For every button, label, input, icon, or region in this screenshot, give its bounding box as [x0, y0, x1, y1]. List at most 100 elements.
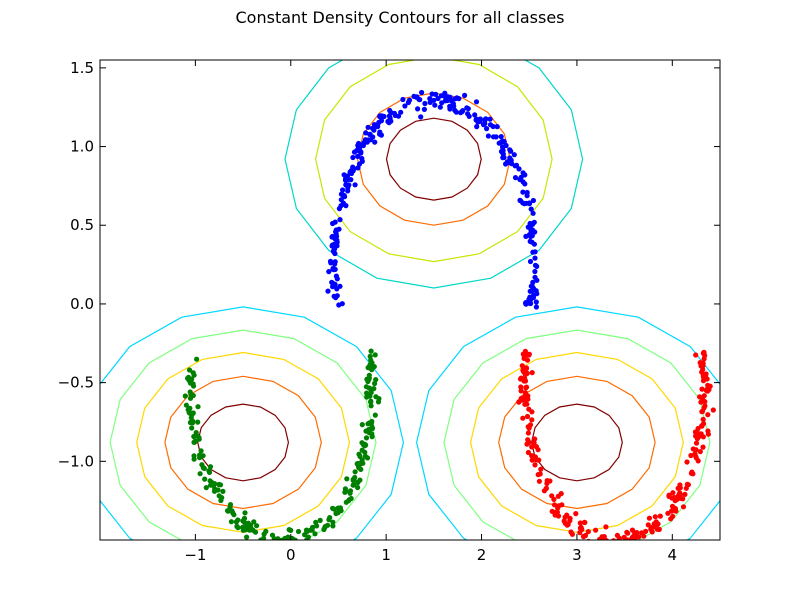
contour-line-2-4: [415, 306, 720, 540]
data-point-series-1: [359, 440, 365, 446]
data-point-series-1: [200, 453, 206, 459]
data-point-series-2: [646, 515, 653, 521]
data-point-series-0: [325, 288, 331, 294]
data-point-series-0: [343, 177, 349, 183]
data-point-series-0: [388, 118, 394, 124]
data-point-series-0: [527, 220, 533, 227]
data-point-series-2: [579, 526, 585, 533]
data-point-series-0: [326, 269, 332, 275]
data-point-series-1: [369, 418, 375, 425]
data-point-series-0: [528, 206, 534, 212]
contour-line-1-2: [136, 351, 351, 533]
data-point-series-0: [334, 239, 340, 245]
data-point-series-2: [554, 509, 561, 515]
data-point-series-1: [275, 536, 281, 540]
contour-line-2-0: [530, 403, 623, 482]
data-point-series-0: [516, 166, 522, 172]
data-point-series-2: [698, 431, 704, 437]
data-point-series-1: [268, 542, 273, 547]
data-point-series-0: [529, 239, 535, 245]
data-point-series-1: [304, 537, 310, 540]
data-point-series-0: [352, 182, 358, 188]
data-point-series-1: [285, 534, 291, 540]
data-point-series-2: [688, 452, 694, 459]
data-point-series-2: [599, 537, 605, 540]
data-point-series-1: [248, 522, 254, 529]
data-point-series-2: [684, 481, 691, 487]
chart-title: Constant Density Contours for all classe…: [235, 8, 565, 27]
data-point-series-1: [304, 529, 310, 535]
data-point-series-2: [603, 524, 609, 530]
data-point-series-2: [599, 539, 601, 540]
data-point-series-0: [365, 124, 371, 130]
data-point-series-0: [503, 142, 509, 149]
data-point-series-1: [373, 377, 379, 383]
data-point-series-2: [559, 502, 565, 508]
data-point-series-1: [366, 372, 372, 378]
data-point-series-1: [185, 375, 191, 381]
data-point-series-1: [359, 422, 365, 428]
data-point-series-2: [611, 538, 617, 540]
data-point-series-2: [523, 370, 529, 376]
data-point-series-1: [228, 519, 234, 525]
data-point-series-2: [688, 470, 695, 476]
data-point-series-2: [533, 444, 540, 450]
data-point-series-0: [482, 116, 489, 122]
data-point-series-0: [437, 104, 443, 110]
data-point-series-1: [331, 506, 337, 512]
data-point-series-1: [368, 357, 374, 363]
data-point-series-0: [482, 121, 488, 127]
data-point-series-0: [380, 113, 386, 119]
data-point-series-0: [350, 154, 356, 161]
data-point-series-1: [327, 515, 333, 521]
data-point-series-2: [522, 390, 529, 396]
data-point-series-1: [347, 490, 353, 496]
data-point-series-1: [200, 465, 206, 471]
data-point-series-1: [269, 545, 274, 550]
data-point-series-0: [330, 280, 336, 286]
data-point-series-2: [564, 512, 570, 518]
data-point-series-2: [680, 496, 686, 502]
data-point-series-2: [537, 471, 543, 477]
data-point-series-0: [512, 163, 518, 169]
data-point-series-2: [536, 478, 543, 484]
data-point-series-0: [512, 175, 519, 181]
data-point-series-2: [705, 382, 711, 388]
data-point-series-2: [532, 462, 538, 468]
data-point-series-0: [432, 102, 438, 108]
y-tick-label: 0.0: [70, 295, 94, 313]
data-point-series-2: [701, 356, 707, 362]
data-point-series-0: [484, 126, 490, 132]
data-point-series-0: [431, 97, 437, 103]
data-point-series-1: [234, 523, 240, 530]
data-point-series-0: [350, 164, 356, 170]
data-point-series-2: [677, 482, 683, 488]
data-point-series-0: [450, 101, 456, 107]
data-point-series-2: [577, 520, 583, 526]
data-point-series-2: [518, 388, 524, 394]
data-point-series-1: [366, 385, 372, 391]
data-point-series-1: [242, 510, 248, 516]
data-point-series-0: [438, 93, 444, 99]
data-point-series-0: [363, 130, 369, 136]
data-point-series-1: [359, 447, 365, 453]
y-tick-label: −0.5: [58, 374, 94, 392]
data-point-series-0: [465, 106, 471, 112]
data-point-series-0: [361, 140, 367, 146]
contour-line-0-2: [314, 60, 553, 263]
data-point-series-0: [351, 149, 358, 155]
data-point-series-2: [523, 365, 530, 371]
data-point-series-0: [530, 210, 536, 216]
data-point-series-2: [671, 505, 677, 511]
data-point-series-2: [641, 533, 647, 539]
data-point-series-1: [350, 482, 356, 488]
data-point-series-2: [705, 412, 711, 418]
data-point-series-0: [529, 288, 535, 294]
data-point-series-2: [624, 537, 630, 540]
data-point-series-0: [348, 177, 354, 183]
data-point-series-0: [333, 273, 339, 279]
contour-line-0-3: [284, 60, 584, 289]
data-point-series-0: [334, 293, 340, 299]
data-point-series-0: [496, 140, 502, 146]
